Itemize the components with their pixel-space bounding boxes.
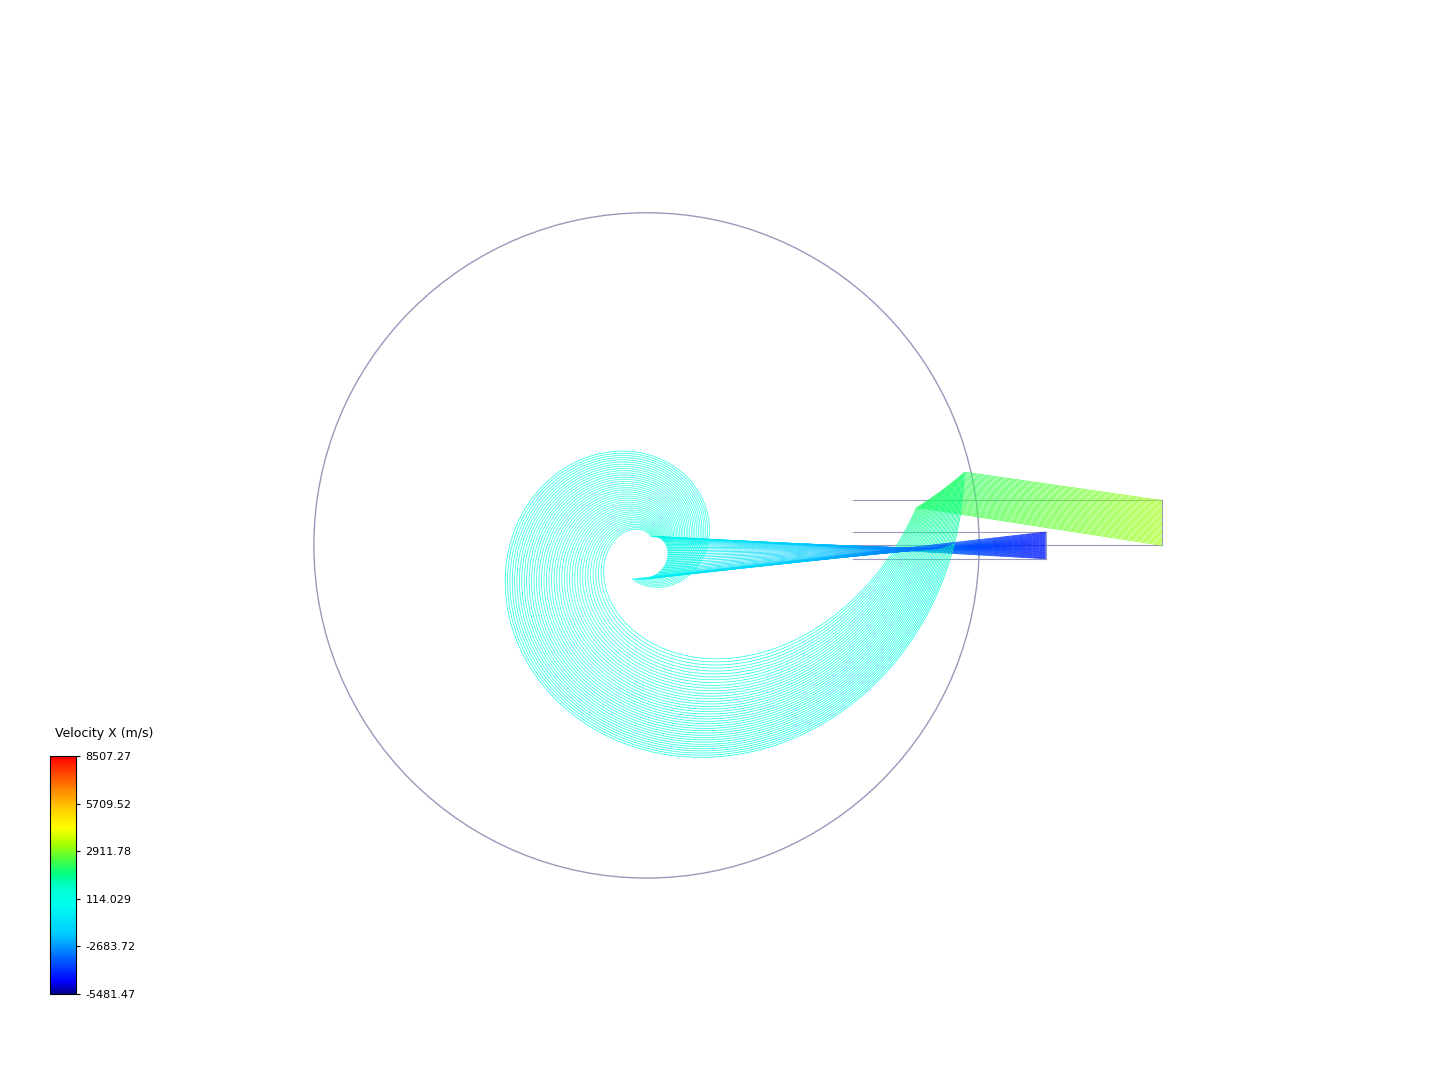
Text: Velocity X (m/s): Velocity X (m/s) — [55, 727, 153, 740]
